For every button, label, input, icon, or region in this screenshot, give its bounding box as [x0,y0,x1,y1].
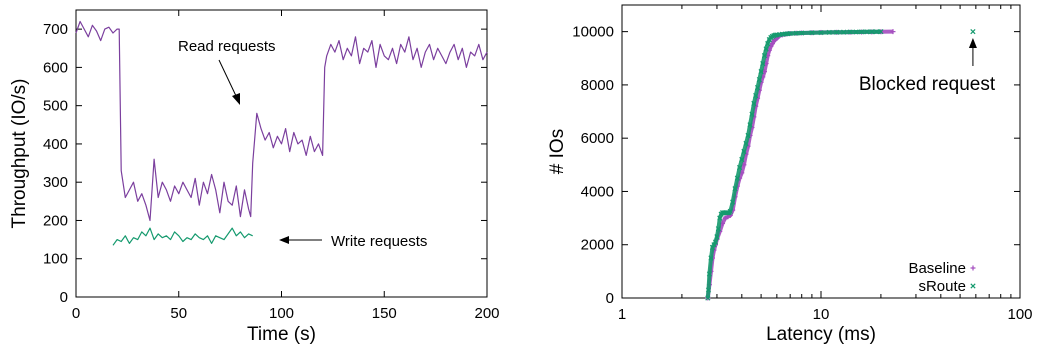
x-tick-label: 150 [372,305,397,322]
blocked-arrow-head [968,38,977,48]
baseline-point [725,214,731,220]
y-tick-label: 0 [606,290,614,307]
read-requests-line [75,20,488,222]
throughput-chart: 0 50 100 150 200 0 100 200 300 400 500 600 700 Time (… [9,9,500,345]
sroute-point [787,30,793,37]
y-tick-label: 8000 [581,77,614,94]
sroute-point [715,226,721,232]
sroute-point [853,29,859,35]
sroute-point [841,29,847,35]
sroute-point [793,30,799,36]
sroute-point [747,122,753,128]
x-axis-label: Latency (ms) [766,324,876,345]
write-requests-line [112,227,253,246]
sroute-point [758,68,764,75]
legend-marker [970,265,976,271]
y-tick-label: 700 [43,21,68,38]
y-axis-label: Throughput (IO/s) [9,79,30,229]
write-requests-annotation: Write requests [331,233,427,250]
legend-marker [970,283,976,289]
sroute-point [869,29,875,35]
legend-label: Baseline [908,260,966,277]
sroute-cdf-trace [705,29,881,299]
x-tick-label: 50 [170,305,187,322]
y-tick-label: 300 [43,174,68,191]
sroute-point [739,156,745,163]
sroute-point [756,76,762,83]
sroute-point [725,210,731,216]
sroute-point [734,175,741,181]
y-axis-label: # IOs [547,129,568,174]
write-arrow-head [279,236,289,244]
sroute-point [706,271,713,277]
sroute-point [772,32,779,38]
y-tick-label: 600 [43,59,68,76]
x-axis-label: Time (s) [247,324,316,345]
sroute-point [709,244,716,251]
baseline-cdf-trace [705,29,894,299]
sroute-point [712,239,719,245]
sroute-point [834,29,840,35]
sroute-point [745,132,751,139]
read-arrow [218,59,238,99]
sroute-point [847,29,853,35]
sroute-point [736,164,743,171]
y-tick-label: 4000 [581,183,614,200]
sroute-point [970,29,976,35]
baseline-point [722,215,728,221]
sroute-point [714,234,720,240]
y-tick-label: 100 [43,251,68,268]
sroute-point [858,29,865,35]
sroute-point [705,295,711,301]
y-tick-label: 10000 [572,24,614,41]
sroute-point [751,100,757,107]
sroute-point [727,208,733,215]
x-tick-label: 200 [474,305,499,322]
plot-frame [621,4,1021,299]
sroute-point [743,140,749,147]
sroute-point [711,242,717,248]
sroute-point [809,30,815,36]
y-tick-label: 200 [43,212,68,229]
sroute-point [873,29,880,35]
read-requests-annotation: Read requests [178,38,276,55]
read-arrow-head [232,93,240,105]
sroute-point [741,148,747,155]
sroute-point [799,30,805,36]
sroute-point [826,29,832,36]
x-tick-label: 1 [618,306,626,323]
sroute-point [818,29,824,36]
sroute-point [763,46,769,52]
y-tick-label: 400 [43,136,68,153]
latency-cdf-chart: 1 10 100 0 2000 4000 6000 8000 10000 Blocked requ… [547,4,1033,345]
sroute-point [708,255,714,261]
x-tick-label: 0 [72,305,80,322]
sroute-point [705,287,712,293]
sroute-point [878,29,884,35]
y-tick-label: 6000 [581,130,614,147]
blocked-request-annotation: Blocked request [859,74,996,95]
sroute-point [732,186,738,192]
legend-label: sRoute [918,278,966,295]
y-tick-label: 500 [43,98,68,115]
baseline-point [769,41,775,47]
sroute-point [730,199,736,205]
sroute-point [864,29,870,35]
sroute-point [753,92,759,99]
sroute-point [761,52,768,59]
sroute-point [754,84,761,91]
x-tick-label: 100 [269,305,294,322]
sroute-point [717,215,723,221]
y-tick-label: 0 [60,289,68,306]
sroute-point [760,60,766,67]
baseline-point [768,43,774,49]
sroute-point [765,40,771,47]
sroute-point [749,111,755,117]
x-tick-label: 100 [1007,306,1032,323]
x-tick-label: 10 [813,306,830,323]
y-tick-label: 2000 [581,237,614,254]
baseline-point [890,29,896,35]
